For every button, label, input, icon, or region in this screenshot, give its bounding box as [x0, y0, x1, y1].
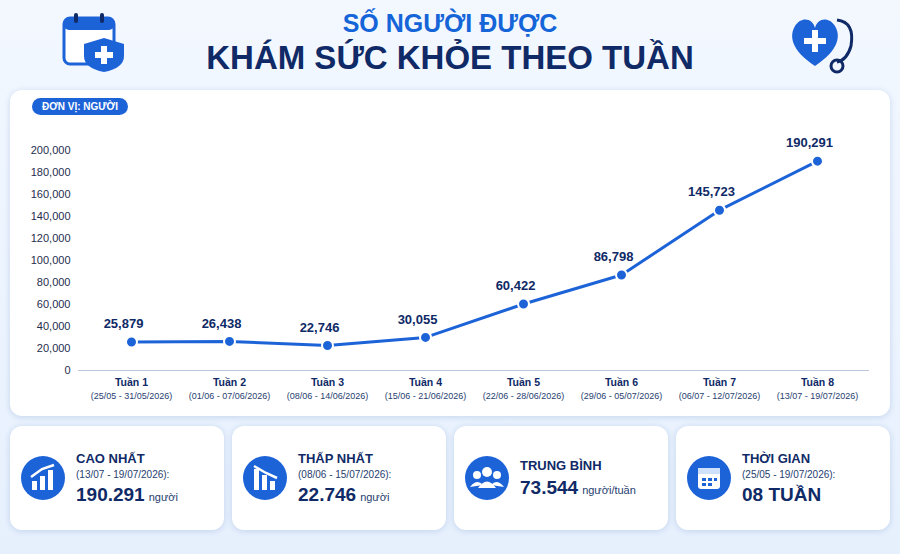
svg-text:(13/07 - 19/07/2026): (13/07 - 19/07/2026) [777, 391, 859, 401]
svg-text:180,000: 180,000 [31, 166, 71, 178]
svg-text:25,879: 25,879 [104, 316, 144, 331]
svg-text:190,291: 190,291 [786, 135, 833, 150]
html-text:(08/06 - 15/07/2026):: (08/06 - 15/07/2026): [298, 468, 392, 480]
svg-text:Tuần 7: Tuần 7 [703, 376, 736, 388]
html-text:73.544 người/tuần: 73.544 người/tuần [520, 476, 636, 498]
html-text:THỜI GIAN: THỜI GIAN [742, 450, 811, 466]
html-text:(25/05 - 19/07/2026):: (25/05 - 19/07/2026): [742, 468, 836, 480]
svg-text:Tuần 2: Tuần 2 [213, 376, 246, 388]
svg-text:Tuần 8: Tuần 8 [801, 376, 834, 388]
svg-text:22,746: 22,746 [300, 320, 340, 335]
html-text:KHÁM SỨC KHỎE THEO TUẦN: KHÁM SỨC KHỎE THEO TUẦN [206, 39, 694, 76]
svg-text:(25/05 - 31/05/2026): (25/05 - 31/05/2026) [91, 391, 173, 401]
svg-text:120,000: 120,000 [31, 232, 71, 244]
svg-text:60,422: 60,422 [496, 278, 536, 293]
html-text:22.746 người: 22.746 người [298, 483, 390, 505]
html-text:(13/07 - 19/07/2026):: (13/07 - 19/07/2026): [76, 468, 170, 480]
svg-text:200,000: 200,000 [31, 144, 71, 156]
svg-text:(08/06 - 14/06/2026): (08/06 - 14/06/2026) [287, 391, 369, 401]
svg-text:0: 0 [64, 364, 70, 376]
svg-text:140,000: 140,000 [31, 210, 71, 222]
svg-text:(01/06 - 07/06/2026): (01/06 - 07/06/2026) [189, 391, 271, 401]
svg-text:40,000: 40,000 [37, 320, 71, 332]
svg-text:160,000: 160,000 [31, 188, 71, 200]
html-text:TRUNG BÌNH: TRUNG BÌNH [520, 457, 602, 473]
svg-text:Tuần 1: Tuần 1 [115, 376, 148, 388]
html-text:ĐƠN VỊ: NGƯỜI: ĐƠN VỊ: NGƯỜI [42, 101, 118, 112]
html-text:08 TUẦN: 08 TUẦN [742, 483, 822, 505]
svg-text:80,000: 80,000 [37, 276, 71, 288]
svg-text:60,000: 60,000 [37, 298, 71, 310]
svg-text:(15/06 - 21/06/2026): (15/06 - 21/06/2026) [385, 391, 467, 401]
svg-text:100,000: 100,000 [31, 254, 71, 266]
svg-text:Tuần 4: Tuần 4 [409, 376, 442, 388]
html-text:SỐ NGƯỜI ĐƯỢC: SỐ NGƯỜI ĐƯỢC [342, 9, 558, 37]
svg-text:Tuần 5: Tuần 5 [507, 376, 540, 388]
svg-text:30,055: 30,055 [398, 312, 438, 327]
html-text:CAO NHẤT: CAO NHẤT [76, 450, 145, 466]
svg-text:26,438: 26,438 [202, 316, 242, 331]
svg-text:86,798: 86,798 [594, 249, 634, 264]
html-text:190.291 người: 190.291 người [76, 483, 178, 505]
svg-text:(29/06 - 05/07/2026): (29/06 - 05/07/2026) [581, 391, 663, 401]
svg-text:(22/06 - 28/06/2026): (22/06 - 28/06/2026) [483, 391, 565, 401]
svg-text:145,723: 145,723 [688, 184, 735, 199]
svg-text:(06/07 - 12/07/2026): (06/07 - 12/07/2026) [679, 391, 761, 401]
svg-text:Tuần 6: Tuần 6 [605, 376, 638, 388]
svg-text:20,000: 20,000 [37, 342, 71, 354]
svg-text:Tuần 3: Tuần 3 [311, 376, 344, 388]
html-text:THẤP NHẤT: THẤP NHẤT [298, 450, 373, 466]
